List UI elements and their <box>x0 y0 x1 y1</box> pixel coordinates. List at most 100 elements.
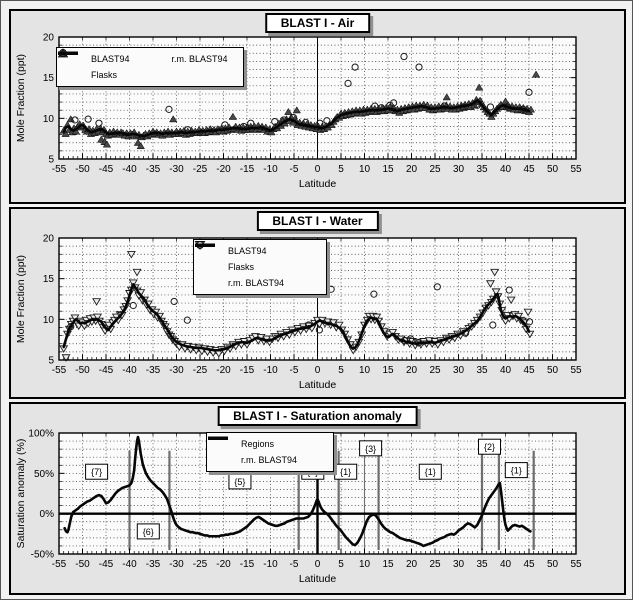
panel-saturation-anomaly: {7} {6} {5} {4} {1} {3} {1} {2} {1} -55 -50 -45 -40-… <box>9 402 626 595</box>
svg-text:30: 30 <box>453 365 465 376</box>
svg-text:-50: -50 <box>75 559 90 570</box>
svg-text:15: 15 <box>43 274 55 285</box>
svg-text:-10: -10 <box>263 164 278 175</box>
svg-text:0: 0 <box>315 559 321 570</box>
svg-text:25: 25 <box>429 164 441 175</box>
water-legend: BLAST94 Flasks r.m. BLAST94 <box>193 239 327 295</box>
svg-text:0%: 0% <box>40 509 55 520</box>
saturation-panel-title: BLAST I - Saturation anomaly <box>217 406 418 426</box>
svg-text:-30: -30 <box>169 164 184 175</box>
svg-text:-55: -55 <box>52 164 67 175</box>
svg-text:35: 35 <box>476 559 488 570</box>
svg-text:-15: -15 <box>240 559 255 570</box>
svg-text:20: 20 <box>43 234 55 245</box>
svg-text:50: 50 <box>547 365 559 376</box>
svg-text:-50%: -50% <box>31 550 54 561</box>
svg-text:-45: -45 <box>99 365 114 376</box>
svg-text:0: 0 <box>315 365 321 376</box>
legend-label-rm-blast94: r.m. BLAST94 <box>171 54 228 64</box>
svg-text:5: 5 <box>48 155 54 166</box>
svg-text:-40: -40 <box>122 164 137 175</box>
svg-text:10: 10 <box>359 559 371 570</box>
svg-text:{1}: {1} <box>340 467 351 477</box>
svg-text:30: 30 <box>453 164 465 175</box>
svg-text:20: 20 <box>406 164 418 175</box>
svg-text:-55: -55 <box>52 365 67 376</box>
legend-row: BLAST94 <box>194 241 318 259</box>
water-chart: -55 -50 -45 -40 -35 -30 -25 -20 -15 -10 -5 0 5 10 15 20… <box>15 234 582 392</box>
svg-text:50: 50 <box>547 559 559 570</box>
svg-text:55: 55 <box>570 365 582 376</box>
svg-text:50: 50 <box>547 164 559 175</box>
svg-text:15: 15 <box>382 559 394 570</box>
svg-text:-35: -35 <box>146 559 161 570</box>
legend-row: Flasks <box>196 241 318 275</box>
svg-text:15: 15 <box>43 73 55 84</box>
svg-text:Mole Fraction (ppt): Mole Fraction (ppt) <box>15 255 27 343</box>
svg-text:-25: -25 <box>193 559 208 570</box>
svg-text:Latitude: Latitude <box>299 379 337 391</box>
legend-label-blast94: BLAST94 <box>228 246 267 256</box>
air-chart: -55 -50 -45 -40 -35 -30 -25 -20 -15 -10 -5 0 5 10 15 20… <box>15 33 582 191</box>
svg-text:-40: -40 <box>122 559 137 570</box>
svg-text:40: 40 <box>500 365 512 376</box>
panel-air: -55 -50 -45 -40 -35 -30 -25 -20 -15 -10 -5 0 5 10 15 20… <box>9 9 626 204</box>
svg-text:-45: -45 <box>99 164 114 175</box>
saturation-legend: Regions r.m. BLAST94 <box>206 432 334 472</box>
svg-text:-20: -20 <box>216 559 231 570</box>
svg-text:10: 10 <box>43 315 55 326</box>
svg-text:-40: -40 <box>122 365 137 376</box>
svg-text:100%: 100% <box>28 429 54 440</box>
svg-text:15: 15 <box>382 164 394 175</box>
svg-text:-10: -10 <box>263 559 278 570</box>
svg-text:-50: -50 <box>75 365 90 376</box>
legend-label-rm-blast94: r.m. BLAST94 <box>228 278 285 288</box>
svg-text:-15: -15 <box>240 365 255 376</box>
svg-text:35: 35 <box>476 365 488 376</box>
svg-text:55: 55 <box>570 164 582 175</box>
svg-text:-10: -10 <box>263 365 278 376</box>
svg-text:{4}: {4} <box>307 467 318 477</box>
svg-text:Latitude: Latitude <box>299 178 337 190</box>
legend-row: Regions <box>208 436 325 452</box>
svg-text:-5: -5 <box>290 365 299 376</box>
svg-text:45: 45 <box>523 559 535 570</box>
legend-row: r.m. BLAST94 <box>195 243 318 291</box>
svg-text:-30: -30 <box>169 559 184 570</box>
svg-text:5: 5 <box>48 356 54 367</box>
svg-text:55: 55 <box>570 559 582 570</box>
svg-text:-25: -25 <box>193 365 208 376</box>
legend-row: BLAST94 r.m. BLAST94 <box>57 48 235 67</box>
svg-text:{5}: {5} <box>234 477 245 487</box>
legend-label-rm-blast94: r.m. BLAST94 <box>241 455 298 465</box>
svg-text:Mole Fraction (ppt): Mole Fraction (ppt) <box>15 54 27 142</box>
svg-text:30: 30 <box>453 559 465 570</box>
svg-text:5: 5 <box>338 164 344 175</box>
svg-text:{1}: {1} <box>511 466 522 476</box>
svg-text:{2}: {2} <box>484 442 495 452</box>
svg-text:40: 40 <box>500 559 512 570</box>
svg-text:{3}: {3} <box>365 444 376 454</box>
svg-text:25: 25 <box>429 559 441 570</box>
svg-text:-15: -15 <box>240 164 255 175</box>
svg-text:45: 45 <box>523 365 535 376</box>
svg-text:35: 35 <box>476 164 488 175</box>
svg-text:20: 20 <box>406 365 418 376</box>
svg-text:Saturation anomaly (%): Saturation anomaly (%) <box>15 439 27 549</box>
svg-text:20: 20 <box>406 559 418 570</box>
svg-text:-35: -35 <box>146 365 161 376</box>
svg-text:5: 5 <box>338 559 344 570</box>
svg-text:-20: -20 <box>216 365 231 376</box>
svg-text:10: 10 <box>359 164 371 175</box>
legend-label-flasks: Flasks <box>91 70 118 80</box>
svg-text:40: 40 <box>500 164 512 175</box>
air-panel-title: BLAST I - Air <box>264 13 371 33</box>
svg-text:45: 45 <box>523 164 535 175</box>
svg-text:{6}: {6} <box>143 527 154 537</box>
svg-text:25: 25 <box>429 365 441 376</box>
svg-text:-50: -50 <box>75 164 90 175</box>
svg-text:Latitude: Latitude <box>299 573 337 585</box>
svg-text:{7}: {7} <box>91 467 102 477</box>
svg-text:20: 20 <box>43 33 55 44</box>
svg-text:10: 10 <box>359 365 371 376</box>
